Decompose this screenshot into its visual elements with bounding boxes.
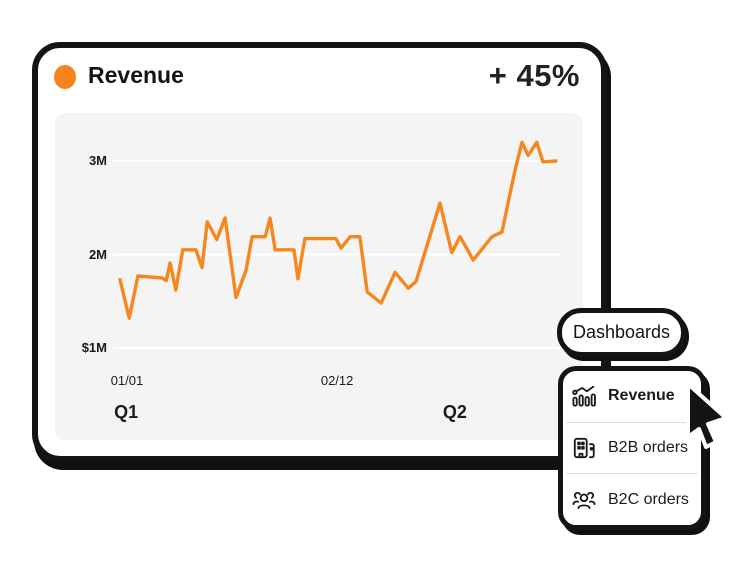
x-axis-label: 01/01 <box>110 373 144 388</box>
dashboards-button-label: Dashboards <box>572 322 671 342</box>
y-axis-label: 3M <box>88 153 107 168</box>
people-icon <box>572 491 596 509</box>
menu-item-revenue[interactable]: Revenue <box>563 371 701 422</box>
revenue-line-chart <box>113 140 560 349</box>
card-title: Revenue <box>88 62 184 88</box>
quarter-label: Q2 <box>442 402 467 422</box>
building-icon <box>573 437 595 459</box>
quarter-label: Q1 <box>114 402 139 422</box>
y-axis-label: $1M <box>81 340 107 355</box>
dashboards-menu: Revenue B2B orders <box>558 366 706 530</box>
menu-divider <box>566 473 698 475</box>
chart-panel: 3M 2M $1M 01/01 02/12 Q1 Q2 <box>55 113 583 440</box>
menu-item-b2c-orders[interactable]: B2C orders <box>563 474 701 525</box>
revenue-card: Revenue + 45% 3M 2M $1M 01/01 02/12 Q1 Q2 <box>32 42 607 462</box>
revenue-series-line <box>118 140 558 320</box>
trend-chart-icon <box>572 386 596 407</box>
revenue-dot-icon <box>54 65 76 89</box>
menu-item-label: B2C orders <box>608 490 689 508</box>
card-header: Revenue + 45% <box>38 48 601 113</box>
x-axis-label: 02/12 <box>320 373 354 388</box>
menu-item-b2b-orders[interactable]: B2B orders <box>563 423 701 474</box>
dashboards-button[interactable]: Dashboards <box>557 308 686 357</box>
y-axis-label: 2M <box>88 246 107 262</box>
menu-item-label: Revenue <box>608 387 675 405</box>
menu-divider <box>566 421 698 423</box>
growth-delta: + 45% <box>488 58 580 93</box>
menu-item-label: B2B orders <box>608 439 689 456</box>
